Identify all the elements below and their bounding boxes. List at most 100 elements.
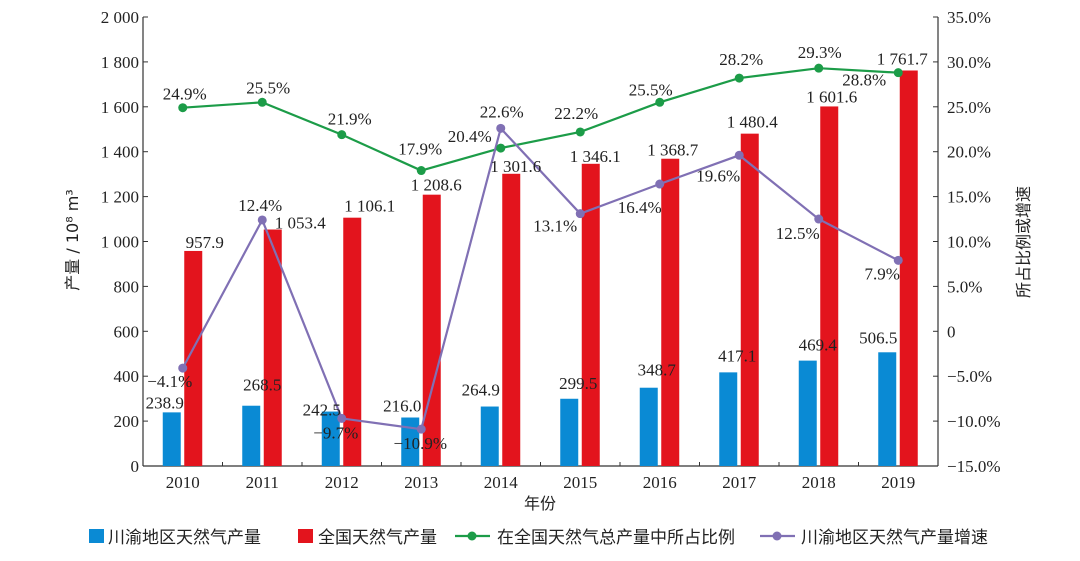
data-label: 7.9% (865, 264, 900, 283)
bar-national-2014 (502, 173, 521, 466)
data-label: 24.9% (163, 85, 207, 104)
x-tick-label: 2011 (246, 473, 279, 492)
bar-national-2016 (661, 158, 680, 466)
bar-national-2013 (422, 194, 441, 466)
legend-item-growth-rate: 川渝地区天然气产量增速 (760, 528, 988, 548)
point-growth-rate-2012 (337, 413, 347, 423)
x-tick-label: 2018 (802, 473, 836, 492)
point-share-ratio-2015 (575, 127, 585, 137)
y-tick-label-right: 30.0% (947, 53, 991, 72)
data-label: 216.0 (383, 397, 421, 416)
bar-chuanyu-2014 (480, 406, 499, 466)
bar-chuanyu-2016 (639, 387, 658, 466)
point-share-ratio-2018 (814, 63, 824, 73)
bar-chuanyu-2010 (162, 412, 181, 466)
point-growth-rate-2018 (814, 214, 824, 224)
bar-chuanyu-2011 (242, 405, 261, 466)
point-growth-rate-2011 (257, 215, 267, 225)
data-label: 1 761.7 (877, 49, 929, 68)
x-tick-label: 2014 (484, 473, 519, 492)
x-tick-label: 2017 (722, 473, 757, 492)
data-label: 1 053.4 (275, 214, 327, 233)
data-label: 1 208.6 (411, 176, 462, 195)
y-tick-label-right: 25.0% (947, 98, 991, 117)
legend-swatch-red (298, 529, 313, 543)
data-label: 1 346.1 (570, 147, 621, 166)
data-label: 348.7 (638, 361, 677, 380)
y-tick-label-right: 15.0% (947, 188, 991, 207)
point-share-ratio-2011 (257, 97, 267, 107)
point-growth-rate-2013 (416, 424, 426, 434)
legend-swatch-blue (89, 529, 104, 543)
x-tick-label: 2019 (881, 473, 915, 492)
y-tick-label-left: 1 000 (101, 233, 139, 252)
y-tick-label-left: 1 600 (101, 98, 139, 117)
y-tick-label-left: 600 (114, 322, 140, 341)
bar-chuanyu-2015 (560, 398, 579, 466)
bar-chuanyu-2018 (798, 360, 817, 466)
y-tick-label-right: 5.0% (947, 277, 982, 296)
y-tick-label-right: −15.0% (947, 457, 1001, 476)
data-label: 22.2% (554, 104, 598, 123)
y-tick-label-right: 20.0% (947, 143, 991, 162)
bar-chuanyu-2019 (878, 352, 897, 466)
bars (162, 70, 918, 467)
legend-item-share-ratio: 在全国天然气总产量中所占比例 (455, 528, 735, 548)
point-growth-rate-2019 (893, 255, 903, 265)
x-tick-label: 2012 (325, 473, 359, 492)
data-label: 1 601.6 (806, 87, 857, 106)
point-share-ratio-2014 (496, 143, 506, 153)
data-label: 268.5 (243, 376, 281, 395)
data-label: 417.1 (718, 346, 756, 365)
x-tick-label: 2015 (563, 473, 597, 492)
y-tick-label-right: 10.0% (947, 233, 991, 252)
legend-label: 川渝地区天然气产量增速 (801, 528, 988, 548)
y-tick-label-left: 1 200 (101, 188, 139, 207)
data-labels: 238.9 268.5 242.5 216.0 264.9 299.5 348.7 417.1… (146, 43, 929, 453)
data-label: 264.9 (462, 381, 500, 400)
data-label: 12.5% (776, 224, 820, 243)
y-tick-label-right: 0 (947, 322, 956, 341)
data-label: 12.4% (238, 196, 282, 215)
data-label: 28.2% (719, 50, 763, 69)
y-tick-label-right: −10.0% (947, 412, 1001, 431)
data-label: 21.9% (328, 110, 372, 129)
data-label: 957.9 (186, 233, 224, 252)
data-label: 242.5 (303, 401, 341, 420)
bar-chuanyu-2012 (321, 411, 340, 466)
x-axis-title: 年份 (524, 494, 556, 513)
data-label: 29.3% (798, 43, 842, 62)
data-label: 506.5 (859, 328, 897, 347)
y-tick-label-left: 0 (131, 457, 140, 476)
data-label: 1 301.6 (490, 157, 541, 176)
data-label: 1 480.4 (727, 113, 779, 132)
data-label: 17.9% (398, 140, 442, 159)
point-growth-rate-2016 (655, 179, 665, 189)
legend-item-chuanyu-production: 川渝地区天然气产量 (89, 528, 261, 548)
bar-national-2015 (581, 163, 600, 467)
bar-national-2019 (899, 70, 918, 466)
legend-marker-purple (772, 531, 782, 541)
legend-item-national-production: 全国天然气产量 (298, 528, 437, 548)
series-line-growth-rate (181, 126, 899, 431)
bar-national-2012 (343, 217, 362, 466)
data-label: 1 368.7 (647, 141, 699, 160)
y-tick-label-left: 200 (114, 412, 140, 431)
data-label: −9.7% (313, 423, 358, 442)
data-label: −10.9% (394, 434, 448, 453)
bar-chuanyu-2013 (401, 417, 420, 466)
data-label: 469.4 (799, 336, 838, 355)
data-label: 1 106.1 (344, 197, 395, 216)
point-growth-rate-2015 (575, 209, 585, 219)
y-tick-label-left: 400 (114, 367, 140, 386)
x-tick-label: 2016 (643, 473, 677, 492)
bar-chuanyu-2017 (719, 372, 738, 466)
y-tick-label-left: 1 400 (101, 143, 139, 162)
axes: 0 200 400 600 800 1 000 1 200 1 400 1 600 1 800 2 … (101, 8, 1001, 492)
point-growth-rate-2017 (734, 150, 744, 160)
point-share-ratio-2019 (893, 68, 903, 78)
x-tick-label: 2010 (166, 473, 200, 492)
x-tick-label: 2013 (404, 473, 438, 492)
bar-national-2017 (740, 133, 759, 466)
point-growth-rate-2010 (178, 363, 188, 373)
